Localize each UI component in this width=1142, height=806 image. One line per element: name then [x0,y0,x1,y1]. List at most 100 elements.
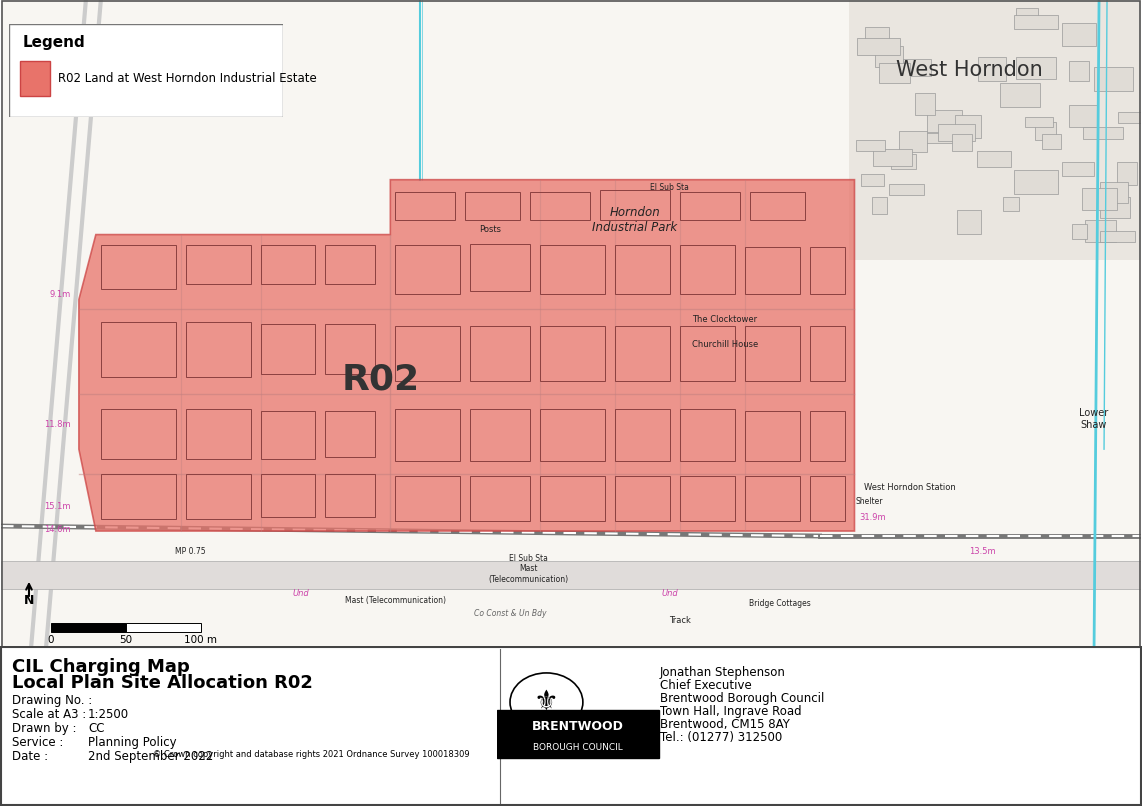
Text: Drawn by :: Drawn by : [13,722,77,735]
Text: 11.8m: 11.8m [45,420,71,429]
Bar [1069,61,1088,81]
Text: 14.6m: 14.6m [45,525,71,534]
Bar [1072,223,1087,239]
Text: R02 Land at West Horndon Industrial Estate: R02 Land at West Horndon Industrial Esta… [58,73,317,85]
Bar [497,710,659,758]
Bar [471,326,530,381]
Bar [614,409,670,461]
Bar [260,474,315,517]
Bar [260,244,315,285]
Text: Jonathan Stephenson: Jonathan Stephenson [660,667,786,679]
Text: Drawing No. :: Drawing No. : [13,694,93,708]
Bar [1003,197,1019,211]
Bar [858,38,900,55]
Bar [540,409,605,461]
Bar [471,243,530,292]
Bar [912,133,955,143]
Bar [540,476,605,521]
Bar [866,27,888,44]
Text: BRENTWOOD: BRENTWOOD [532,720,624,733]
Bar [100,322,176,377]
Bar [1085,220,1117,242]
Bar [1026,117,1053,127]
Bar [186,322,250,377]
Bar [21,61,50,97]
Text: 31.9m: 31.9m [860,513,886,521]
Text: West Horndon: West Horndon [896,60,1043,80]
Bar [1000,83,1040,107]
Text: El Sub Sta: El Sub Sta [651,183,690,192]
Bar [614,326,670,381]
Bar [679,192,740,219]
Text: N: N [24,594,34,608]
Bar [1043,135,1061,149]
Text: MP 0.75: MP 0.75 [176,546,206,555]
Text: © Crown copyright and database rights 2021 Ordnance Survey 100018309: © Crown copyright and database rights 20… [153,750,469,759]
Bar [679,326,734,381]
Bar [679,244,734,294]
Bar [1112,75,1128,89]
Bar [951,134,972,152]
Bar [1100,182,1127,203]
Bar [745,247,799,294]
Bar [938,123,975,141]
Bar [1016,57,1055,79]
Text: Track: Track [669,617,691,625]
Text: Co Const & Un Bdy: Co Const & Un Bdy [474,609,546,618]
Text: Service :: Service : [13,736,63,750]
Bar [1062,162,1094,176]
Text: Chief Executive: Chief Executive [660,679,751,692]
Bar [395,326,460,381]
Text: 0: 0 [48,635,54,645]
Bar [1062,23,1095,47]
Bar [957,210,981,234]
Text: Bridge Cottages: Bridge Cottages [749,600,811,609]
Text: BOROUGH COUNCIL: BOROUGH COUNCIL [533,743,622,752]
Bar [100,409,176,459]
Bar [325,474,376,517]
Bar [395,476,460,521]
Bar [1014,170,1059,194]
Bar [471,409,530,461]
Bar [186,409,250,459]
Bar [260,325,315,374]
Bar [1069,106,1097,127]
Text: Und: Und [661,589,678,598]
Text: Tel.: (01277) 312500: Tel.: (01277) 312500 [660,731,782,744]
Bar [879,63,910,83]
Bar [471,476,530,521]
Text: Brentwood Borough Council: Brentwood Borough Council [660,692,825,705]
Bar [395,244,460,294]
Bar [915,93,935,114]
Bar [325,325,376,374]
Text: 50: 50 [119,635,132,645]
Text: 2nd September 2022: 2nd September 2022 [88,750,214,763]
Bar [126,623,201,632]
Bar [810,326,844,381]
Text: CIL Charging Map: CIL Charging Map [13,659,190,676]
Text: 9.1m: 9.1m [49,290,71,299]
Bar [903,60,931,76]
Bar [1,561,1141,589]
Bar [325,244,376,285]
Text: 1:2500: 1:2500 [88,708,129,721]
Bar [100,244,176,289]
Text: ⚜: ⚜ [534,688,558,717]
Bar [1083,188,1117,210]
Text: Shelter: Shelter [855,496,883,505]
Bar [679,476,734,521]
Bar [979,57,1006,81]
Bar [861,174,884,186]
Text: Legend: Legend [23,35,86,50]
Bar [260,411,315,459]
Bar [100,474,176,519]
Bar [530,192,590,219]
Bar [888,184,924,196]
Bar [1100,231,1135,243]
Text: Mast (Telecommunication): Mast (Telecommunication) [345,596,445,605]
Bar [395,409,460,461]
Bar [540,326,605,381]
Bar [874,149,912,166]
Bar [325,411,376,457]
Text: Horndon
Industrial Park: Horndon Industrial Park [593,206,677,234]
